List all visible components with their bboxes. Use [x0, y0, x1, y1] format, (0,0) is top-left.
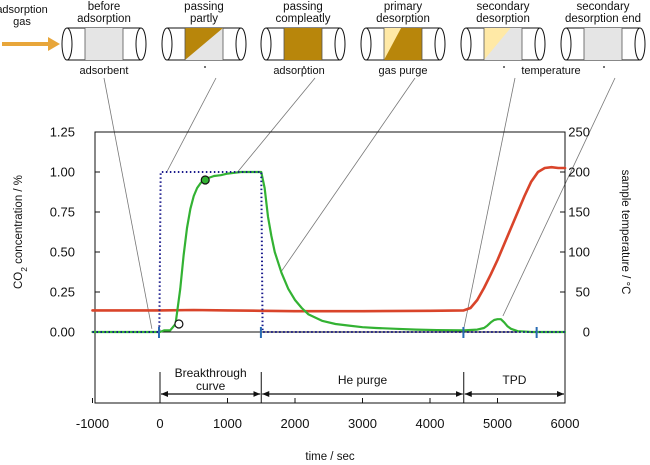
y2-axis-label: sample temperature / °C [619, 170, 631, 295]
y-tick-label: 0.50 [50, 245, 75, 260]
y-axis-left: 0.00 0.25 0.50 0.75 1.00 1.25 [50, 125, 100, 340]
sorbent-loaded [484, 28, 511, 60]
series-line-temperature [91, 165, 567, 313]
phase-segments: Breakthrough curve He purge TPD [159, 366, 564, 403]
tube-end-left [260, 27, 272, 61]
tube-caption: temperature [521, 65, 580, 77]
callout-line [463, 77, 516, 329]
tube-end-left [560, 27, 572, 61]
y-axis-label: CO2 concentration / % [13, 175, 29, 289]
sorbent-fill [85, 28, 123, 60]
tube-dot [204, 66, 206, 68]
tube-dot [603, 66, 605, 68]
tube-caption: adsorption [273, 65, 324, 77]
y-tick-label: 0.25 [50, 285, 75, 300]
stage-diagram: adsorption gas before adsorption passing part… [0, 1, 646, 77]
callout-line [103, 77, 153, 329]
y2-tick-label: 0 [583, 325, 590, 340]
segment-label: Breakthrough curve [175, 366, 247, 393]
stage-label: primary desorption [376, 1, 430, 25]
tube-dot [503, 66, 505, 68]
stage-label: passing compleatly [276, 1, 331, 25]
tube-end-right [135, 27, 147, 61]
stage-tube-5 [460, 27, 546, 61]
sorbent-released [384, 28, 402, 60]
stage-tube-1 [61, 27, 147, 61]
callout-line [166, 77, 217, 173]
y2-tick-label: 150 [568, 205, 590, 220]
x-tick-label: -1000 [76, 416, 109, 431]
data-marker [200, 175, 210, 185]
x-tick-label: 1000 [213, 416, 242, 431]
sorbent-loaded [185, 28, 223, 60]
callout-line [281, 77, 416, 272]
x-tick-label: 6000 [551, 416, 580, 431]
series-line-co2 [91, 170, 567, 334]
sorbent-fill [284, 28, 322, 60]
stage-label: secondary desorption end [565, 1, 641, 25]
y-tick-label: 1.00 [50, 165, 75, 180]
tube-end-right [634, 27, 646, 61]
tube-end-right [534, 27, 546, 61]
tube-caption: gas purge [379, 65, 428, 77]
callout-line [502, 77, 616, 317]
tube-end-left [161, 27, 173, 61]
inlet-arrow-head [48, 37, 60, 51]
stage-tube-2 [161, 27, 247, 61]
tube-caption: adsorbent [80, 65, 129, 77]
stage-tube-3 [260, 27, 346, 61]
x-axis-label: time / sec [305, 451, 354, 463]
plot-frame [94, 131, 566, 404]
x-tick-label: 5000 [483, 416, 512, 431]
markers-layer [174, 175, 210, 329]
y2-tick-label: 200 [568, 165, 590, 180]
segment-label: He purge [338, 373, 388, 387]
y-tick-label: 0.00 [50, 325, 75, 340]
y2-tick-label: 100 [568, 245, 590, 260]
tube-dot [303, 66, 305, 68]
series-layer [91, 165, 567, 338]
sorbent-fill [584, 28, 622, 60]
tube-end-right [235, 27, 247, 61]
segment-label: TPD [502, 373, 526, 387]
x-axis: -1000 0 1000 2000 3000 4000 5000 6000 [76, 398, 580, 431]
y-axis-right: 0 50 100 150 200 250 [560, 125, 590, 340]
series-line-inlet [92, 171, 565, 333]
data-marker [174, 319, 184, 329]
inlet-label: adsorption gas [0, 4, 48, 28]
y-tick-label: 0.75 [50, 205, 75, 220]
stage-label: passing partly [184, 1, 224, 25]
y2-tick-label: 250 [568, 125, 590, 140]
stage-tube-4 [360, 27, 446, 61]
x-tick-label: 4000 [416, 416, 445, 431]
tube-end-right [334, 27, 346, 61]
tube-end-right [434, 27, 446, 61]
tube-end-left [61, 27, 73, 61]
y2-tick-label: 50 [576, 285, 590, 300]
stage-label: secondary desorption [476, 1, 530, 25]
tube-end-left [460, 27, 472, 61]
callout-line [237, 77, 316, 173]
x-tick-label: 2000 [281, 416, 310, 431]
stage-tube-6 [560, 27, 646, 61]
tube-end-left [360, 27, 372, 61]
y-tick-label: 1.25 [50, 125, 75, 140]
x-tick-label: 0 [156, 416, 163, 431]
x-tick-label: 3000 [348, 416, 377, 431]
callout-lines [103, 77, 616, 329]
stage-label: before adsorption [77, 1, 131, 25]
